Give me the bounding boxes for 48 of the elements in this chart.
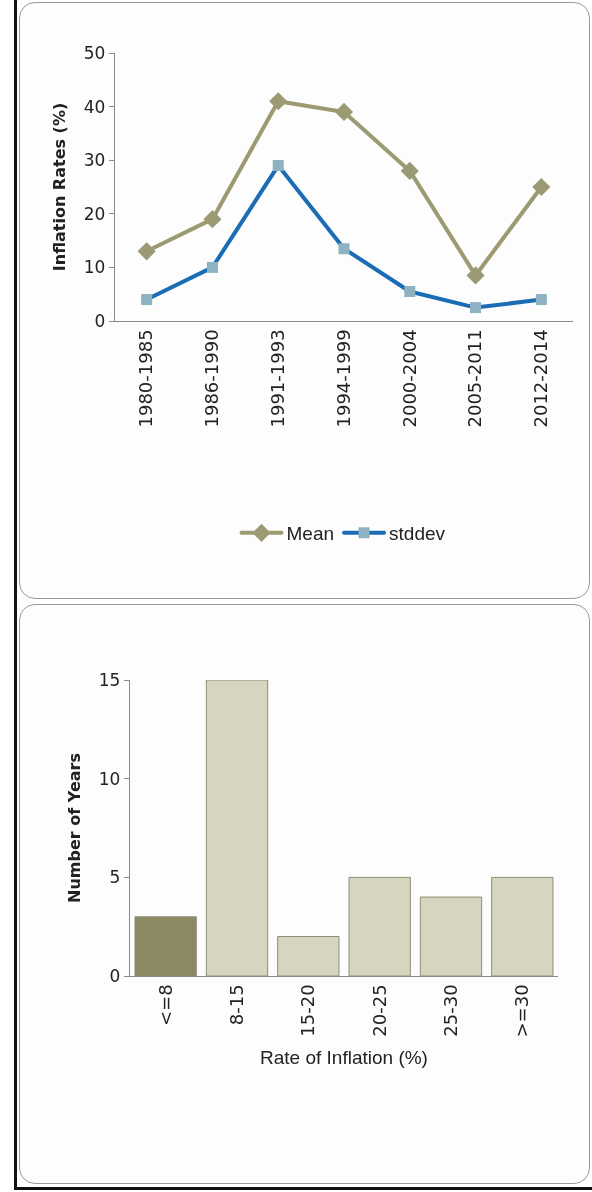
legend-label: Mean	[286, 523, 335, 545]
y-tick-label: 20	[83, 203, 106, 224]
bar	[205, 680, 269, 976]
x-tick-label: 8-15	[225, 984, 247, 1026]
y-axis-title: Inflation Rates (%)	[49, 102, 69, 272]
x-tick-label: 2005-2011	[464, 329, 486, 428]
y-tick-label: 10	[83, 257, 106, 278]
point	[141, 294, 153, 306]
point	[334, 102, 354, 122]
x-tick-label: 1980-1985	[135, 329, 157, 428]
y-tick-label: 0	[94, 310, 106, 331]
x-tick-label: 15-20	[297, 984, 319, 1037]
point	[137, 242, 156, 261]
y-tick-label: 0	[109, 965, 121, 986]
point	[466, 266, 485, 285]
x-tick-label: 1994-1999	[332, 329, 354, 428]
point	[203, 210, 222, 229]
x-axis-title: Rate of Inflation (%)	[260, 1047, 428, 1069]
point	[400, 161, 419, 181]
y-tick-label: 50	[83, 42, 106, 63]
bar	[491, 876, 554, 976]
legend-label: stddev	[389, 523, 446, 545]
bar	[348, 876, 411, 976]
point	[470, 302, 482, 314]
y-tick-label: 40	[83, 96, 106, 117]
point	[338, 243, 350, 255]
x-tick-label: 2012-2014	[530, 329, 552, 428]
point	[535, 294, 547, 306]
y-tick-label: 30	[83, 150, 106, 171]
x-tick-label: 2000-2004	[398, 329, 420, 428]
point	[532, 177, 551, 197]
x-tick-label: <=8	[154, 984, 176, 1027]
y-tick-label: 10	[98, 768, 121, 789]
x-tick-label: >=30	[511, 984, 533, 1038]
point	[269, 92, 288, 111]
bar	[277, 936, 340, 976]
y-tick-label: 5	[109, 867, 121, 888]
x-tick-label: 25-30	[439, 984, 461, 1037]
point	[404, 286, 416, 298]
x-tick-label: 20-25	[368, 984, 390, 1037]
y-tick-label: 15	[98, 669, 121, 690]
bar	[134, 916, 197, 976]
point	[206, 261, 218, 273]
x-tick-label: 1991-1993	[267, 329, 289, 428]
point	[272, 160, 284, 172]
bar	[419, 896, 483, 976]
y-axis-title: Number of Years	[64, 753, 84, 903]
x-tick-label: 1986-1990	[201, 329, 223, 428]
